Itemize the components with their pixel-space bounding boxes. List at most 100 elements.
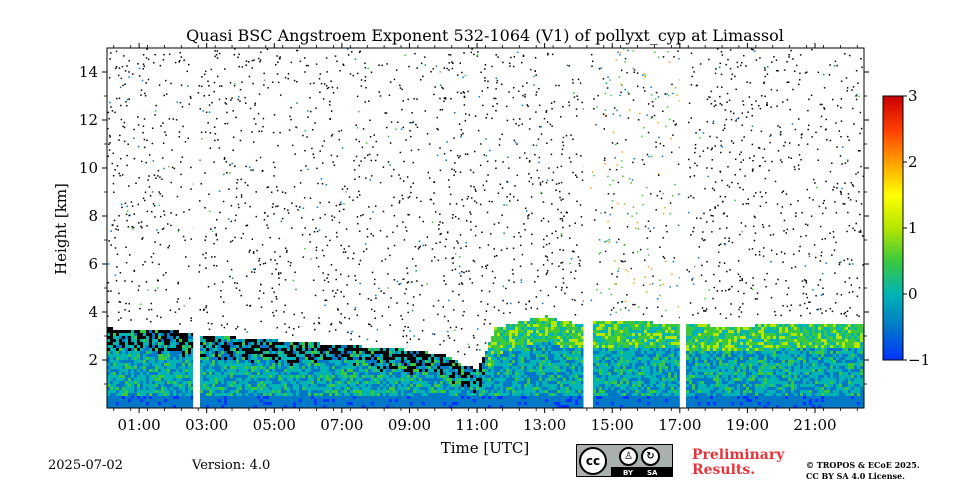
- field-cell: [320, 384, 323, 387]
- field-cell: [383, 363, 386, 366]
- field-cell: [380, 405, 383, 408]
- field-cell: [152, 387, 155, 390]
- noise-point: [228, 188, 230, 190]
- field-cell: [254, 405, 257, 408]
- field-cell: [395, 363, 398, 366]
- noise-point: [335, 292, 337, 294]
- noise-point: [336, 236, 338, 238]
- noise-point: [223, 156, 226, 159]
- noise-point: [149, 320, 152, 323]
- field-cell: [245, 357, 248, 360]
- noise-point: [649, 193, 652, 195]
- noise-point: [529, 118, 531, 120]
- field-cell: [173, 393, 176, 396]
- noise-point: [114, 169, 116, 171]
- noise-point: [318, 322, 321, 325]
- noise-point: [855, 95, 857, 97]
- field-cell: [185, 366, 188, 369]
- field-cell: [419, 357, 422, 360]
- noise-point: [330, 323, 332, 326]
- noise-point: [215, 53, 218, 56]
- field-cell: [107, 405, 110, 408]
- field-cell: [383, 378, 386, 381]
- field-cell: [116, 345, 119, 348]
- noise-point: [847, 211, 849, 214]
- noise-point: [462, 132, 464, 135]
- noise-point: [733, 112, 735, 115]
- field-cell: [314, 396, 317, 399]
- noise-point: [506, 247, 508, 250]
- field-cell: [326, 393, 329, 396]
- noise-point: [445, 257, 447, 260]
- field-cell: [437, 393, 440, 396]
- field-cell: [245, 339, 248, 342]
- field-cell: [260, 357, 263, 360]
- field-cell: [335, 369, 338, 372]
- noise-point: [369, 179, 371, 181]
- field-cell: [266, 345, 269, 348]
- field-cell: [116, 396, 119, 399]
- noise-point: [261, 244, 264, 246]
- noise-point: [447, 330, 449, 333]
- field-cell: [149, 351, 152, 354]
- noise-point: [677, 305, 680, 308]
- noise-point: [819, 103, 822, 106]
- noise-point: [198, 271, 201, 273]
- noise-point: [476, 54, 479, 56]
- field-cell: [206, 360, 209, 363]
- noise-point: [607, 76, 609, 79]
- noise-point: [277, 144, 279, 147]
- field-cell: [329, 396, 332, 399]
- field-cell: [143, 342, 146, 345]
- field-cell: [356, 405, 359, 408]
- field-cell: [413, 372, 416, 375]
- field-cell: [353, 345, 356, 348]
- field-cell: [173, 381, 176, 384]
- field-cell: [275, 372, 278, 375]
- noise-point: [646, 153, 649, 156]
- field-cell: [203, 369, 206, 372]
- noise-point: [561, 153, 563, 155]
- noise-point: [352, 199, 354, 201]
- noise-point: [836, 104, 839, 107]
- field-cell: [131, 345, 134, 348]
- noise-point: [182, 235, 185, 238]
- noise-point: [262, 292, 265, 294]
- noise-point: [847, 197, 850, 199]
- noise-point: [132, 73, 134, 75]
- noise-point: [676, 284, 678, 287]
- noise-point: [508, 200, 511, 202]
- noise-point: [123, 140, 126, 143]
- noise-point: [454, 215, 457, 218]
- noise-point: [775, 282, 777, 285]
- noise-point: [522, 54, 525, 57]
- field-cell: [281, 393, 284, 396]
- field-cell: [416, 366, 419, 369]
- noise-point: [656, 194, 659, 197]
- noise-point: [762, 247, 765, 249]
- field-cell: [425, 369, 428, 372]
- noise-point: [643, 90, 646, 92]
- noise-point: [834, 272, 836, 274]
- field-cell: [245, 378, 248, 381]
- field-cell: [413, 366, 416, 369]
- field-cell: [356, 369, 359, 372]
- field-cell: [287, 393, 290, 396]
- noise-point: [403, 239, 406, 241]
- field-cell: [389, 396, 392, 399]
- noise-point: [558, 84, 560, 87]
- field-cell: [164, 399, 167, 402]
- noise-point: [325, 299, 328, 302]
- noise-point: [730, 303, 732, 305]
- field-cell: [140, 399, 143, 402]
- field-cell: [332, 366, 335, 369]
- field-cell: [110, 336, 113, 339]
- field-cell: [263, 387, 266, 390]
- field-cell: [263, 393, 266, 396]
- noise-point: [374, 317, 376, 319]
- field-cell: [179, 354, 182, 357]
- field-cell: [410, 390, 413, 393]
- field-cell: [137, 384, 140, 387]
- noise-point: [630, 182, 632, 184]
- noise-point: [253, 268, 255, 271]
